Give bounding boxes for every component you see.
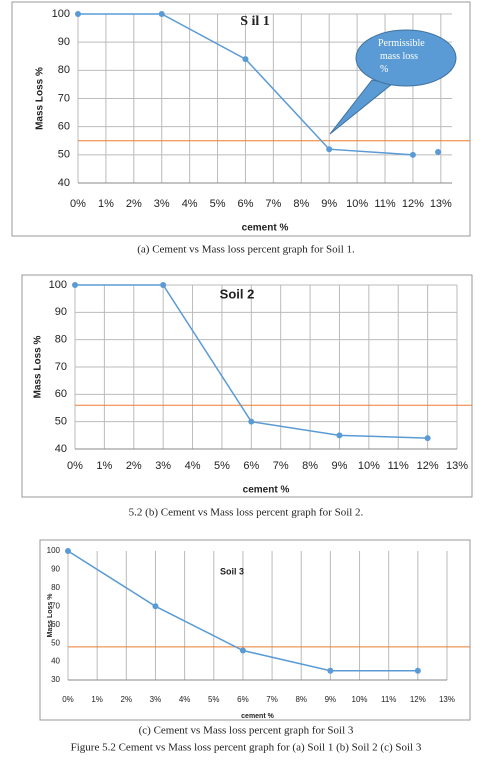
x-tick-label: 0%	[70, 198, 86, 210]
data-point	[414, 667, 421, 674]
data-point	[326, 146, 333, 153]
y-tick-label: 100	[47, 546, 61, 555]
y-tick-label: 70	[58, 92, 70, 104]
x-tick-label: 8%	[295, 695, 307, 704]
x-tick-label: 10%	[358, 460, 380, 472]
x-tick-label: 11%	[388, 460, 409, 472]
y-tick-label: 60	[58, 121, 70, 133]
chart-title: Soil 2	[220, 286, 255, 301]
y-tick-label: 70	[51, 601, 60, 610]
y-tick-label: 80	[51, 583, 60, 592]
data-point	[242, 56, 249, 63]
y-tick-label: 60	[55, 388, 67, 400]
y-tick-label: 100	[49, 279, 67, 291]
x-tick-label: 11%	[374, 198, 395, 210]
x-tick-label: 1%	[91, 695, 103, 704]
data-point	[248, 418, 255, 425]
x-tick-label: 1%	[98, 198, 114, 210]
y-tick-label: 90	[58, 36, 70, 48]
x-tick-label: 11%	[381, 695, 396, 704]
data-point	[424, 435, 431, 442]
x-tick-label: 6%	[237, 695, 249, 704]
annotation: Permissible mass loss%	[378, 38, 425, 75]
x-tick-label: 5%	[214, 460, 230, 472]
x-tick-label: 7%	[266, 695, 278, 704]
x-tick-label: 10%	[352, 695, 368, 704]
x-tick-label: 12%	[417, 460, 439, 472]
data-point	[75, 11, 81, 17]
x-tick-label: 13%	[439, 695, 455, 704]
caption: 5.2 (b) Cement vs Mass loss percent grap…	[129, 507, 364, 519]
caption: (c) Cement vs Mass loss percent graph fo…	[139, 725, 354, 737]
y-tick-label: 40	[58, 177, 70, 189]
x-tick-label: 9%	[325, 695, 337, 704]
x-tick-label: 5%	[208, 695, 220, 704]
x-tick-label: 9%	[332, 460, 348, 472]
x-tick-label: 12%	[402, 198, 424, 210]
data-point	[409, 151, 416, 158]
x-tick-label: 13%	[446, 460, 468, 472]
x-tick-label: 7%	[265, 198, 281, 210]
x-tick-label: 6%	[243, 460, 259, 472]
callout	[355, 29, 457, 87]
y-tick-label: 50	[58, 149, 70, 161]
data-point	[152, 603, 159, 610]
chart-frame	[39, 539, 471, 721]
y-tick-label: 30	[51, 675, 60, 684]
x-tick-label: 13%	[430, 198, 452, 210]
figure-caption: Figure 5.2 Cement vs Mass loss percent g…	[71, 742, 422, 754]
y-axis-title: Mass Loss %	[35, 67, 46, 130]
x-tick-label: 4%	[179, 695, 191, 704]
x-tick-label: 3%	[155, 460, 171, 472]
x-tick-label: 8%	[293, 198, 309, 210]
y-axis-title: Mass Loss %	[47, 593, 54, 638]
data-point	[239, 647, 246, 654]
x-tick-label: 3%	[154, 198, 170, 210]
x-axis-title: cement %	[243, 485, 290, 496]
y-tick-label: 50	[55, 416, 67, 428]
y-tick-label: 40	[55, 443, 67, 455]
y-tick-label: 100	[52, 8, 70, 20]
y-tick-label: 90	[55, 306, 67, 318]
x-tick-label: 4%	[182, 198, 198, 210]
x-tick-label: 5%	[210, 198, 226, 210]
y-axis-title: Mass Loss %	[33, 335, 44, 398]
y-tick-label: 60	[51, 620, 60, 629]
x-axis-title: cement %	[241, 713, 274, 720]
data-point	[72, 282, 78, 288]
y-tick-label: 50	[51, 638, 60, 647]
x-tick-label: 7%	[273, 460, 289, 472]
caption: (a) Cement vs Mass loss percent graph fo…	[137, 244, 355, 256]
x-tick-label: 9%	[321, 198, 337, 210]
x-tick-label: 12%	[410, 695, 426, 704]
y-tick-label: 80	[55, 334, 67, 346]
data-point	[160, 282, 167, 288]
y-tick-label: 40	[51, 657, 60, 666]
x-tick-label: 8%	[302, 460, 318, 472]
x-axis-title: cement %	[242, 223, 289, 234]
x-tick-label: 4%	[185, 460, 201, 472]
data-point	[158, 11, 165, 17]
x-tick-label: 3%	[150, 695, 162, 704]
data-point	[336, 432, 343, 439]
chart-title: Soil 3	[220, 566, 244, 576]
data-point	[65, 548, 71, 554]
data-point	[435, 149, 442, 156]
x-tick-label: 0%	[67, 460, 83, 472]
x-tick-label: 10%	[346, 198, 368, 210]
data-point	[327, 667, 334, 674]
y-tick-label: 80	[58, 64, 70, 76]
chart-title: S il 1	[240, 14, 270, 29]
x-tick-label: 2%	[126, 198, 142, 210]
x-tick-label: 1%	[96, 460, 112, 472]
x-tick-label: 2%	[121, 695, 133, 704]
x-tick-label: 0%	[62, 695, 74, 704]
x-tick-label: 6%	[238, 198, 254, 210]
y-tick-label: 90	[51, 565, 60, 574]
y-tick-label: 70	[55, 361, 67, 373]
x-tick-label: 2%	[126, 460, 142, 472]
